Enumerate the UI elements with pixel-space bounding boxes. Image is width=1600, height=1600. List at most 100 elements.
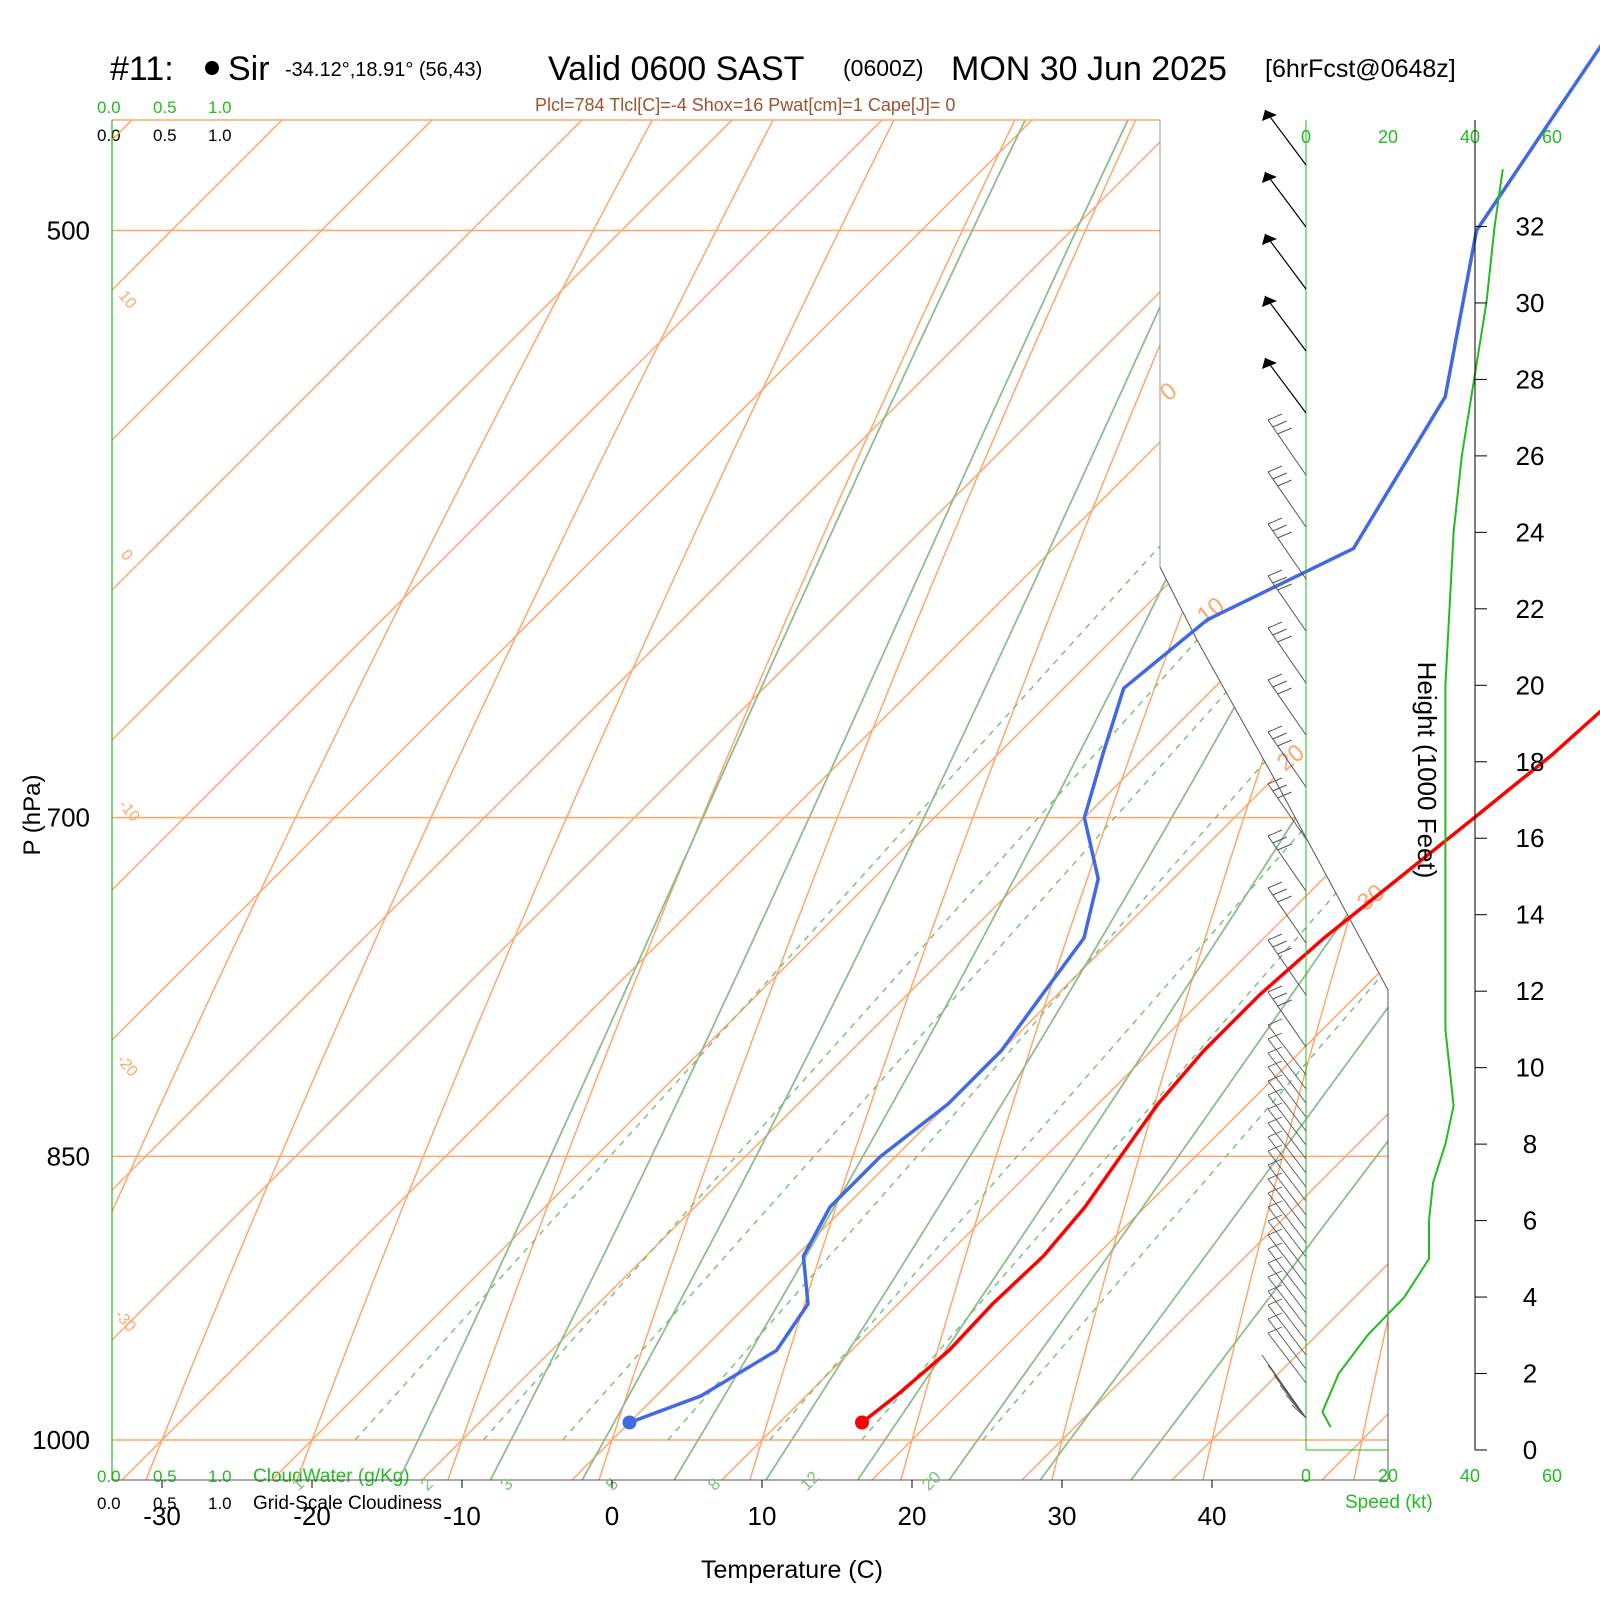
forecast-info: [6hrFcst@0648z] (1265, 55, 1456, 83)
mixing-ratio-label: 8 (704, 1474, 724, 1494)
isotherm-line (1427, 0, 1600, 1525)
isotherm-label: 0 (117, 547, 136, 565)
isotherm-line (226, 120, 1388, 1480)
wind-barb-icon (1267, 985, 1307, 1048)
header: #11: Sir -34.12°,18.91° (56,43) Valid 06… (110, 50, 1456, 115)
wind-barb-icon (1267, 1270, 1307, 1328)
wind-barb-icon (1267, 881, 1307, 944)
pressure-tick-label: 850 (47, 1141, 90, 1171)
dry-adiabat-line (735, 120, 1388, 1480)
theta-label: 20 (1272, 739, 1310, 777)
speed-tick-label-bottom: 60 (1542, 1466, 1562, 1486)
mixing-ratio-line (861, 120, 1388, 1441)
temperature-tick-label: 10 (748, 1501, 777, 1531)
temperature-axis-label: Temperature (C) (701, 1556, 883, 1584)
cloudwater-tick-top: 1.0 (208, 98, 232, 117)
isotherm-line (1126, 120, 1388, 1480)
height-tick-label: 16 (1516, 823, 1545, 853)
isotherm-line (526, 120, 1388, 1480)
wind-barb-icon (1267, 1256, 1307, 1314)
height-tick-label: 10 (1516, 1053, 1545, 1083)
speed-tick-label-top: 20 (1378, 127, 1398, 147)
wind-speed-line (1321, 168, 1504, 1428)
temperature-tick-label: -20 (293, 1501, 331, 1531)
dry-adiabat-line (127, 120, 1388, 1480)
temperature-tick-label: -30 (143, 1501, 181, 1531)
height-tick-label: 26 (1516, 441, 1545, 471)
wind-barbs (1261, 109, 1307, 1419)
speed-axis: 0 20 40 600 20 40 60 (1301, 127, 1562, 1486)
dry-adiabat-line (1497, 0, 1600, 1525)
height-tick-label: 20 (1516, 670, 1545, 700)
moist-adiabat-line (556, 120, 1388, 1480)
profiles (622, 44, 1600, 1430)
station-marker-icon (205, 61, 219, 75)
speed-tick-label-bottom: 20 (1378, 1466, 1398, 1486)
cloudiness-label: Grid-Scale Cloudiness (253, 1493, 442, 1514)
wind-barb-icon (1267, 1102, 1307, 1160)
cloudwater-label: CloudWater (g/Kg) (253, 1466, 410, 1487)
dry-adiabat-line (1192, 120, 1388, 1480)
cloudiness-tick-top: 0.0 (97, 126, 121, 145)
theta-labels: 0 10 20 30 (1155, 377, 1390, 917)
moist-adiabat-line (916, 120, 1388, 1480)
height-tick-label: 2 (1523, 1359, 1537, 1389)
pressure-axis: 2503004005007008501000 (32, 216, 90, 1456)
cloudiness-tick-bottom: 0.0 (97, 1494, 121, 1513)
theta-label: 0 (1155, 377, 1182, 407)
wind-barb-icon (1291, 1404, 1307, 1419)
wind-barb-icon (1267, 1116, 1307, 1174)
isotherm-line (112, 120, 1388, 1480)
wind-barb-icon (1267, 569, 1307, 632)
wind-barb-icon (1267, 1284, 1307, 1342)
mixing-ratio-label: 20 (918, 1468, 945, 1495)
mixing-ratio-line (482, 120, 1388, 1441)
moist-adiabat-line (646, 120, 1388, 1480)
valid-zulu: (0600Z) (843, 55, 924, 81)
wind-barb-icon (1267, 1186, 1307, 1244)
cloudiness-tick-top: 1.0 (208, 126, 232, 145)
height-tick-label: 12 (1516, 976, 1545, 1006)
wind-barb-icon (1267, 1312, 1307, 1370)
mixing-ratio-line (667, 120, 1388, 1441)
temperature-tick-label: 30 (1048, 1501, 1077, 1531)
pressure-tick-label: 1000 (32, 1425, 90, 1455)
pressure-tick-label: 500 (47, 216, 90, 246)
temperature-tick-label: 40 (1198, 1501, 1227, 1531)
valid-date: MON 30 Jun 2025 (951, 50, 1227, 88)
isotherm-label: -10 (115, 797, 143, 826)
wind-barb-icon (1267, 1214, 1307, 1272)
speed-tick-label-top: 60 (1542, 127, 1562, 147)
speed-tick-label-top: 0 (1301, 127, 1311, 147)
isotherm-line (826, 120, 1388, 1480)
wind-barb-icon (1267, 725, 1307, 788)
dewpoint-profile-line (628, 44, 1600, 1425)
isotherm-line (976, 120, 1388, 1480)
height-tick-label: 14 (1516, 900, 1545, 930)
isotherm-line (112, 120, 1388, 1480)
temperature-axis: -30 -20 -10 0 10 20 30 40 (143, 1480, 1226, 1531)
isotherm-label: -20 (113, 1052, 141, 1081)
wind-barb-icon (1267, 413, 1307, 476)
moist-adiabat-line (826, 120, 1388, 1480)
pressure-tick-label: 700 (47, 803, 90, 833)
wind-barb-icon (1267, 1172, 1307, 1230)
valid-time: Valid 0600 SAST (548, 50, 804, 88)
isotherm-line (112, 120, 1388, 1480)
cloud-scale-bottom: 0.0 0.5 1.0 CloudWater (g/Kg) 0.0 0.5 1.… (97, 1466, 442, 1514)
cloudiness-tick-top: 0.5 (153, 126, 177, 145)
moist-adiabat-line (376, 120, 1388, 1480)
cloudwater-tick-top: 0.5 (153, 98, 177, 117)
temperature-tick-label: 0 (605, 1501, 619, 1531)
height-tick-label: 8 (1523, 1129, 1537, 1159)
wind-barb-icon (1267, 1326, 1307, 1384)
cloudwater-tick-bottom: 0.0 (97, 1467, 121, 1486)
cloud-scale-top: 0.0 0.5 1.0 0.0 0.5 1.0 (97, 98, 232, 145)
isotherm-line (676, 120, 1388, 1480)
wind-barb-icon (1267, 1144, 1307, 1202)
speed-axis-label: Speed (kt) (1345, 1492, 1433, 1513)
mixing-ratio-line (562, 120, 1388, 1441)
dry-adiabat-line (1344, 120, 1388, 1480)
cloudwater-tick-bottom: 0.5 (153, 1467, 177, 1486)
station-name: Sir (228, 50, 270, 88)
